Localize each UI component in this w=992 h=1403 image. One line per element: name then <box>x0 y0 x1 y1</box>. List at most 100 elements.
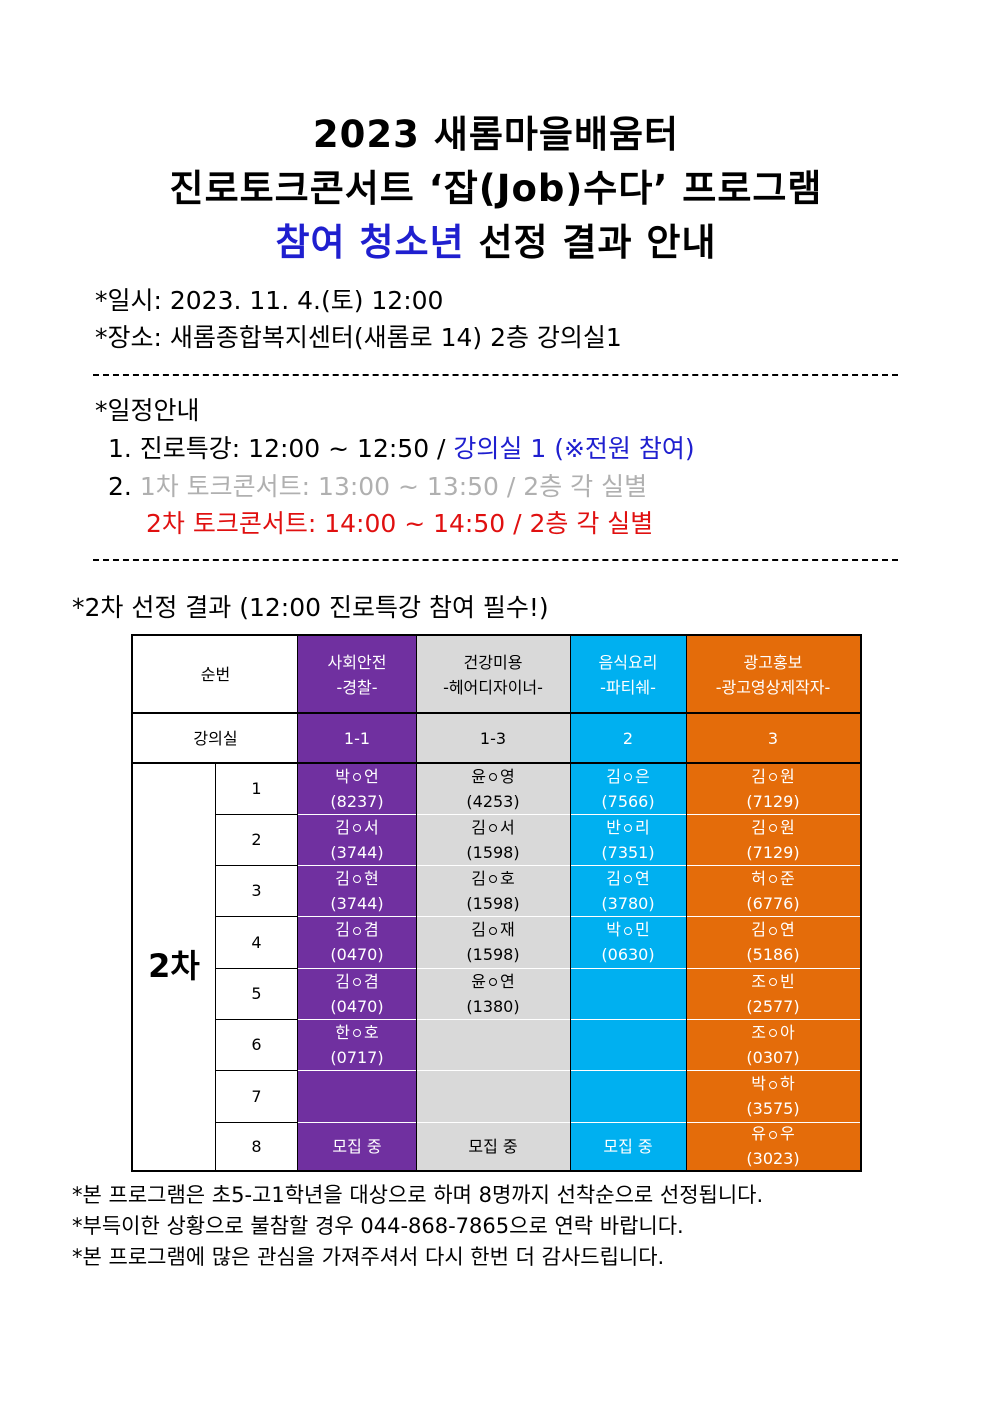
row-number: 6 <box>215 1019 298 1070</box>
schedule-item-2-num: 2. <box>108 472 140 501</box>
participant-code: (1598) <box>466 893 520 913</box>
schedule-item-2: 2. 1차 토크콘서트: 13:00 ~ 13:50 / 2층 각 실별 <box>108 469 647 505</box>
room-number: 1-3 <box>416 713 570 763</box>
row-number: 4 <box>215 916 298 968</box>
title-rest: 선정 결과 안내 <box>464 221 717 264</box>
masked-circle-icon <box>353 978 361 986</box>
participant-code: (0470) <box>330 996 384 1016</box>
footnote-2: *부득이한 상황으로 불참할 경우 044-868-7865으로 연락 바랍니다… <box>72 1214 684 1238</box>
participant-given: 연 <box>500 971 515 991</box>
masked-circle-icon <box>624 926 632 935</box>
grid-line <box>570 636 571 1170</box>
column-subtitle: -파티쉐- <box>600 677 656 697</box>
grid-line <box>686 636 687 1170</box>
participant-surname: 조 <box>751 1022 766 1042</box>
masked-circle-icon <box>769 824 777 832</box>
column-header: 광고홍보 -광고영상제작자- <box>686 636 860 713</box>
participant-given: 원 <box>780 817 795 837</box>
schedule-heading: *일정안내 <box>95 396 200 425</box>
participant-code: (3744) <box>330 893 384 913</box>
grid-line <box>298 814 860 815</box>
masked-circle-icon <box>769 978 777 986</box>
event-place: *장소: 새롬종합복지센터(새롬로 14) 2층 강의실1 <box>95 323 622 352</box>
row-number-label: 1 <box>251 779 262 798</box>
participant-surname: 윤 <box>471 766 486 786</box>
participant-surname: 김 <box>751 766 766 786</box>
participant-code: (3575) <box>746 1099 800 1118</box>
masked-circle-icon <box>489 875 497 883</box>
column-header: 사회안전 -경찰- <box>298 636 416 713</box>
schedule-item-2-first: 1차 토크콘서트: 13:00 ~ 13:50 / 2층 각 실별 <box>139 472 648 501</box>
participant-code: (7129) <box>746 791 800 811</box>
column-name: 음식요리 <box>598 652 658 672</box>
masked-circle-icon <box>769 1080 777 1089</box>
grid-line <box>298 916 860 917</box>
row-number: 1 <box>215 763 298 814</box>
participant-code: (1598) <box>466 945 520 964</box>
room-number-label: 1-1 <box>343 728 371 748</box>
participant-given: 현 <box>364 868 379 888</box>
column-header: 건강미용 -헤어디자이너- <box>416 636 570 713</box>
participant-code: (2577) <box>746 996 800 1016</box>
column-background <box>416 636 570 1170</box>
title-highlight: 참여 청소년 <box>275 221 465 264</box>
row-number-label: 6 <box>251 1035 262 1054</box>
section-heading: *2차 선정 결과 (12:00 진로특강 참여 필수!) <box>72 593 549 622</box>
participant-cell: 김 원 (7129) <box>686 814 860 865</box>
participant-cell: 조 아 (0307) <box>686 1019 860 1070</box>
participant-cell: 김 연 (3780) <box>570 865 686 916</box>
schedule-item-2-second: 2차 토크콘서트: 14:00 ~ 14:50 / 2층 각 실별 <box>146 509 654 538</box>
divider-top <box>93 374 898 376</box>
participant-surname: 김 <box>335 920 350 939</box>
participant-given: 재 <box>500 920 515 939</box>
participant-cell: 김 서 (1598) <box>416 814 570 865</box>
participant-surname: 김 <box>335 817 350 837</box>
participant-surname: 김 <box>471 868 486 888</box>
room-number-label: 1-3 <box>479 728 507 748</box>
participant-given: 원 <box>780 766 795 786</box>
participant-surname: 조 <box>751 971 766 991</box>
grid-line <box>215 1070 298 1071</box>
participant-surname: 허 <box>751 868 766 888</box>
title-block: 2023 새롬마을배움터 진로토크콘서트 ‘잡(Job)수다’ 프로그램 참여 … <box>0 108 992 270</box>
room-number: 2 <box>570 713 686 763</box>
row-number: 3 <box>215 865 298 916</box>
participant-cell: 조 빈 (2577) <box>686 968 860 1019</box>
title-line-3: 참여 청소년 선정 결과 안내 <box>0 216 992 270</box>
grid-line <box>298 1070 860 1071</box>
participant-code: (0307) <box>746 1047 800 1067</box>
masked-circle-icon <box>353 824 361 832</box>
masked-circle-icon <box>624 824 632 832</box>
masked-circle-icon <box>769 926 777 935</box>
row-number: 5 <box>215 968 298 1019</box>
column-subtitle: -경찰- <box>336 677 378 697</box>
participant-code: (8237) <box>330 791 384 811</box>
selection-table: 순번 강의실 사회안전 -경찰- 1-1 건강미용 -헤어디자이너- 1-3 음식요리 -파티쉐-… <box>131 634 862 1172</box>
grid-line <box>298 1019 860 1020</box>
participant-cell: 모집 중 <box>416 1122 570 1170</box>
participant-surname: 유 <box>751 1124 766 1143</box>
participant-cell: 모집 중 <box>570 1122 686 1170</box>
participant-surname: 김 <box>335 868 350 888</box>
masked-circle-icon <box>489 926 497 935</box>
participant-cell: 한 호 (0717) <box>298 1019 416 1070</box>
participant-cell: 반 리 (7351) <box>570 814 686 865</box>
row-number-label: 2 <box>251 830 262 849</box>
participant-surname: 김 <box>606 868 621 888</box>
participant-given: 서 <box>364 817 379 837</box>
participant-cell: 김 겸 (0470) <box>298 916 416 968</box>
column-name: 광고홍보 <box>743 652 803 672</box>
participant-surname: 김 <box>335 971 350 991</box>
participant-surname: 김 <box>471 920 486 939</box>
participant-cell: 모집 중 <box>298 1122 416 1170</box>
room-number-label: 3 <box>767 728 779 748</box>
grid-line <box>215 865 298 866</box>
